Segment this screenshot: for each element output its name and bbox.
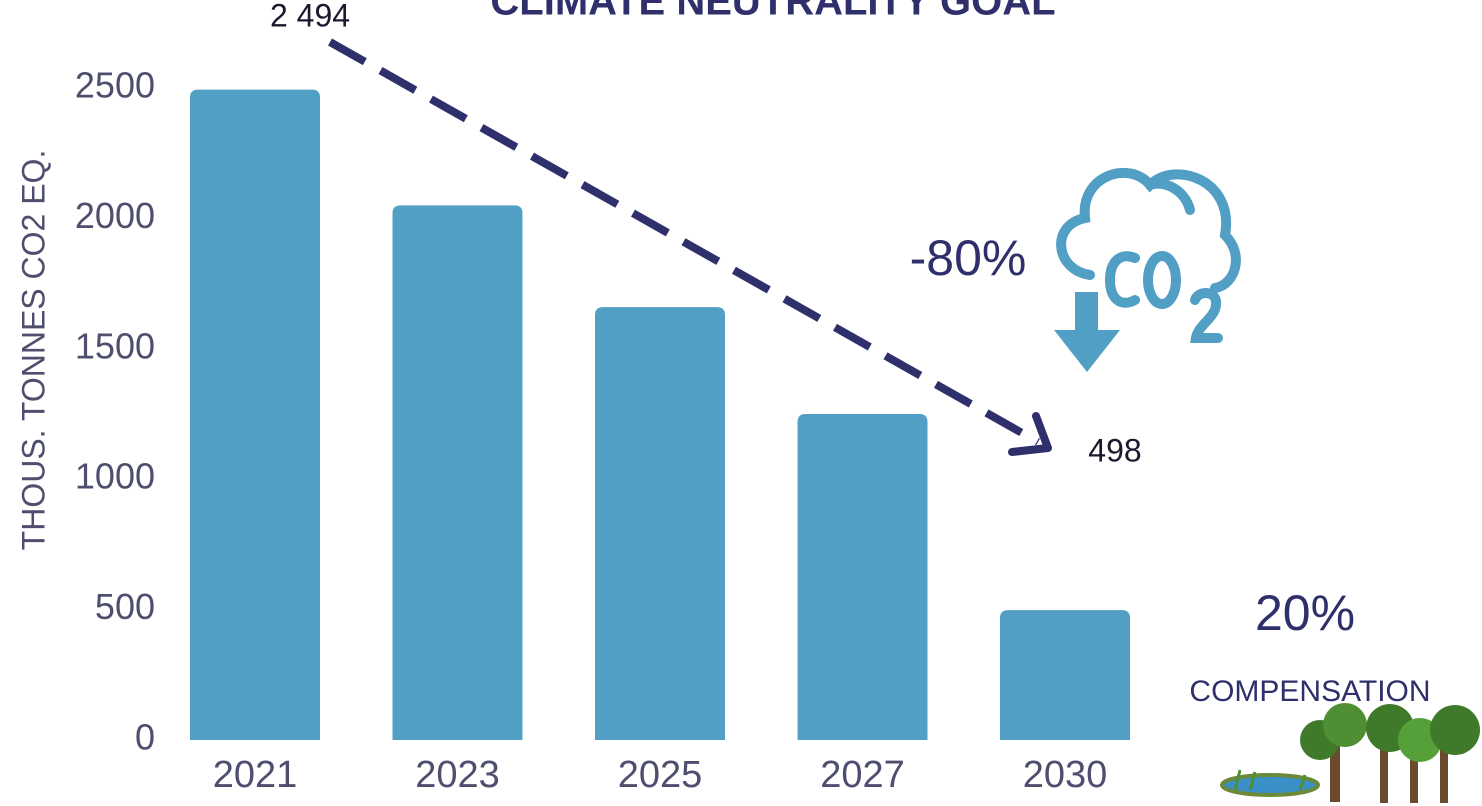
- y-axis-label: THOUS. TONNES CO2 EQ.: [15, 150, 51, 551]
- y-tick-label: 1500: [75, 325, 155, 366]
- data-label: 2 494: [270, 0, 350, 33]
- data-label: 498: [1088, 432, 1141, 468]
- x-tick-label: 2023: [415, 754, 500, 796]
- annotation: 20%: [1255, 585, 1355, 641]
- trees-illustration: [1220, 703, 1480, 803]
- co2-icon: [1056, 167, 1241, 343]
- y-tick-label: 0: [135, 717, 155, 758]
- down-arrow-icon: [1054, 292, 1120, 372]
- y-tick-label: 2500: [75, 65, 155, 106]
- x-tick-label: 2021: [213, 754, 298, 796]
- bar: [595, 307, 725, 740]
- trend-arrow-head: [1008, 412, 1052, 456]
- y-tick-label: 2000: [75, 195, 155, 236]
- annotation: COMPENSATION: [1189, 675, 1430, 708]
- x-tick-label: 2030: [1023, 754, 1108, 796]
- bar: [797, 414, 928, 740]
- bar: [190, 89, 320, 740]
- trend-arrow: [328, 38, 1040, 446]
- x-tick-label: 2025: [618, 754, 703, 796]
- x-tick-label: 2027: [820, 754, 905, 796]
- bar: [392, 205, 523, 741]
- annotation: -80%: [910, 230, 1027, 286]
- chart-title: CLIMATE NEUTRALITY GOAL: [490, 0, 1055, 24]
- y-tick-label: 500: [95, 586, 155, 627]
- bar: [1000, 610, 1130, 740]
- y-tick-label: 1000: [75, 456, 155, 497]
